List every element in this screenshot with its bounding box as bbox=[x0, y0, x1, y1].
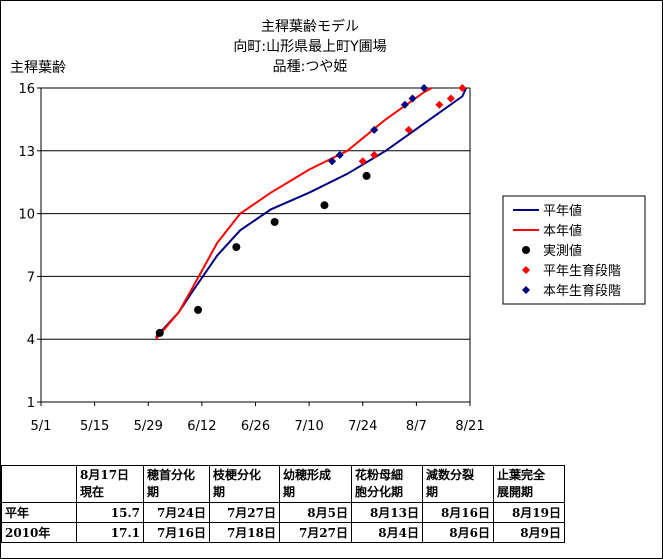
x-tick-label: 5/15 bbox=[80, 419, 109, 434]
header-text-a1: 穂首分化 bbox=[147, 468, 196, 482]
header-text-c2: 期 bbox=[283, 485, 296, 499]
stage-point-4 bbox=[328, 157, 337, 166]
header-date-line2: 現在 bbox=[80, 485, 105, 499]
stage-point-3 bbox=[458, 84, 467, 92]
x-tick-label: 8/21 bbox=[455, 419, 484, 434]
series-line-0 bbox=[155, 87, 468, 338]
table-header-cell: 減数分裂期 bbox=[422, 465, 494, 503]
y-tick-label: 7 bbox=[27, 270, 35, 285]
header-text-f1: 止葉完全 bbox=[497, 468, 546, 482]
header-text-d2: 胞分化期 bbox=[355, 485, 404, 499]
table-header-cell: 穂首分化期 bbox=[143, 465, 210, 503]
stage-point-4 bbox=[420, 84, 429, 92]
legend-label: 本年生育段階 bbox=[543, 283, 621, 299]
stage-point-4 bbox=[335, 150, 344, 159]
header-text-f2: 展開期 bbox=[497, 485, 534, 499]
table-cell: 7月16日 bbox=[143, 522, 210, 543]
header-text-d1: 花粉母細 bbox=[355, 468, 404, 482]
y-tick-label: 13 bbox=[18, 145, 35, 160]
header-text-b2: 期 bbox=[213, 485, 226, 499]
table-cell: 8月16日 bbox=[422, 502, 494, 523]
measured-point bbox=[232, 243, 241, 252]
stage-point-4 bbox=[400, 100, 409, 109]
x-tick-label: 5/1 bbox=[31, 419, 52, 434]
table-cell: 7月27日 bbox=[279, 522, 352, 543]
stage-point-3 bbox=[435, 100, 444, 109]
measured-point bbox=[320, 201, 329, 210]
table-cell: 平年 bbox=[1, 502, 77, 523]
x-tick-label: 7/10 bbox=[295, 419, 324, 434]
stage-point-4 bbox=[408, 94, 417, 103]
chart-svg: 1 4 7 10 13 16 5/1 5/15 5/29 6/12 6/26 7/10 7/24 8/7 8… bbox=[18, 82, 646, 434]
legend-label: 実測値 bbox=[543, 243, 582, 259]
stage-point-4 bbox=[370, 125, 379, 134]
table-cell: 15.7 bbox=[76, 502, 144, 523]
table-cell: 7月24日 bbox=[143, 502, 210, 523]
legend-diamond-swatch bbox=[522, 286, 530, 294]
growth-stage-table: 8月17日現在 穂首分化期 枝梗分化期 幼穂形成期 花粉母細胞分化期 減数分裂期… bbox=[1, 465, 565, 543]
table-header-cell: 止葉完全 展開期 bbox=[493, 465, 565, 503]
table-cell: 8月9日 bbox=[493, 522, 565, 543]
table-cell: 8月19日 bbox=[493, 502, 565, 523]
y-tick-label: 1 bbox=[27, 396, 35, 411]
y-tick-label: 10 bbox=[18, 208, 35, 223]
legend-label: 平年値 bbox=[543, 203, 582, 219]
table-cell: 8月6日 bbox=[422, 522, 494, 543]
table-cell: 8月13日 bbox=[351, 502, 423, 523]
x-tick-label: 6/12 bbox=[187, 419, 216, 434]
chart-title-line-1: 主稈葉齢モデル bbox=[261, 19, 359, 35]
table-cell: 8月5日 bbox=[279, 502, 352, 523]
table-header-cell: 8月17日現在 bbox=[76, 465, 144, 503]
stage-point-3 bbox=[446, 94, 455, 103]
stage-point-3 bbox=[358, 157, 367, 166]
legend-diamond-swatch bbox=[522, 266, 530, 274]
header-text-a2: 期 bbox=[147, 485, 160, 499]
header-text-e2: 期 bbox=[426, 485, 439, 499]
legend-label: 平年生育段階 bbox=[543, 263, 621, 279]
table-row-normal: 平年 15.7 7月24日 7月27日 8月5日 8月13日 8月16日 8月1… bbox=[1, 502, 565, 523]
series-line-1 bbox=[155, 87, 433, 340]
chart-title-line-3: 品種:つや姫 bbox=[272, 59, 348, 75]
measured-point bbox=[270, 217, 279, 226]
stage-point-3 bbox=[404, 125, 413, 134]
measured-point bbox=[194, 305, 203, 314]
y-tick-label: 4 bbox=[27, 333, 35, 348]
table-header-cell: 枝梗分化期 bbox=[209, 465, 280, 503]
table-header-cell: 花粉母細 胞分化期 bbox=[351, 465, 423, 503]
table-row-2010: 2010年 17.1 7月16日 7月18日 7月27日 8月4日 8月6日 8… bbox=[1, 522, 565, 543]
y-tick-label: 16 bbox=[18, 82, 35, 97]
chart-title-line-2: 向町:山形県最上町Y圃場 bbox=[233, 39, 387, 55]
legend-label: 本年値 bbox=[543, 223, 582, 239]
table-cell: 8月4日 bbox=[351, 522, 423, 543]
table-cell: 2010年 bbox=[1, 522, 77, 543]
measured-point bbox=[362, 171, 371, 180]
table-cell: 7月18日 bbox=[209, 522, 280, 543]
header-text-e1: 減数分裂 bbox=[426, 468, 475, 482]
table-header-cell: 幼穂形成期 bbox=[279, 465, 352, 503]
table-header-cell bbox=[1, 465, 77, 503]
table-cell: 17.1 bbox=[76, 522, 144, 543]
measured-point bbox=[155, 328, 164, 337]
y-axis-label: 主稈葉齢 bbox=[10, 60, 66, 76]
header-date-line1: 8月17日 bbox=[80, 468, 130, 482]
stage-point-3 bbox=[370, 150, 379, 159]
legend-dot-swatch bbox=[522, 246, 530, 254]
x-tick-label: 8/7 bbox=[406, 419, 427, 434]
header-text-b1: 枝梗分化 bbox=[213, 468, 262, 482]
table-cell: 7月27日 bbox=[209, 502, 280, 523]
header-text-c1: 幼穂形成 bbox=[283, 468, 332, 482]
x-tick-label: 5/29 bbox=[134, 419, 163, 434]
x-tick-label: 7/24 bbox=[348, 419, 377, 434]
x-tick-label: 6/26 bbox=[241, 419, 270, 434]
table-header-row: 8月17日現在 穂首分化期 枝梗分化期 幼穂形成期 花粉母細胞分化期 減数分裂期… bbox=[1, 465, 565, 503]
